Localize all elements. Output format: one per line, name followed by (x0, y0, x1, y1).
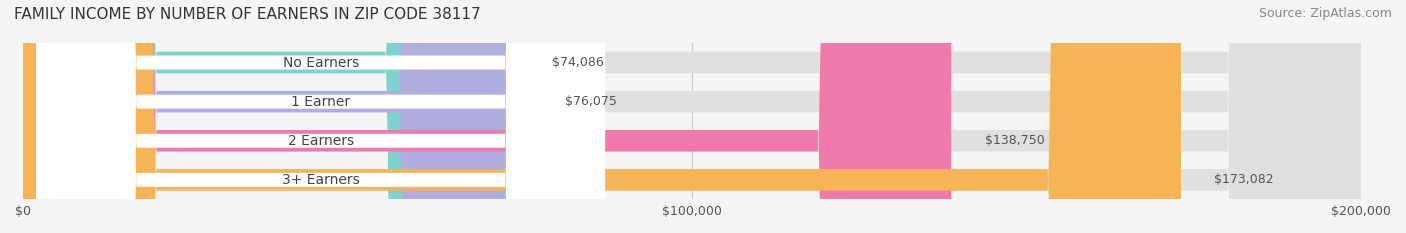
Text: 3+ Earners: 3+ Earners (281, 173, 360, 187)
FancyBboxPatch shape (22, 0, 1361, 233)
Text: $173,082: $173,082 (1215, 173, 1274, 186)
Text: 2 Earners: 2 Earners (288, 134, 354, 148)
FancyBboxPatch shape (22, 0, 952, 233)
Text: $138,750: $138,750 (984, 134, 1045, 147)
FancyBboxPatch shape (37, 0, 605, 233)
Text: $76,075: $76,075 (565, 95, 617, 108)
FancyBboxPatch shape (22, 0, 1361, 233)
Text: FAMILY INCOME BY NUMBER OF EARNERS IN ZIP CODE 38117: FAMILY INCOME BY NUMBER OF EARNERS IN ZI… (14, 7, 481, 22)
FancyBboxPatch shape (37, 0, 605, 233)
FancyBboxPatch shape (22, 0, 1361, 233)
Text: Source: ZipAtlas.com: Source: ZipAtlas.com (1258, 7, 1392, 20)
Text: 1 Earner: 1 Earner (291, 95, 350, 109)
FancyBboxPatch shape (22, 0, 531, 233)
FancyBboxPatch shape (22, 0, 519, 233)
FancyBboxPatch shape (37, 0, 605, 233)
FancyBboxPatch shape (22, 0, 1181, 233)
Text: $74,086: $74,086 (553, 56, 603, 69)
FancyBboxPatch shape (37, 0, 605, 233)
FancyBboxPatch shape (22, 0, 1361, 233)
Text: No Earners: No Earners (283, 55, 359, 69)
